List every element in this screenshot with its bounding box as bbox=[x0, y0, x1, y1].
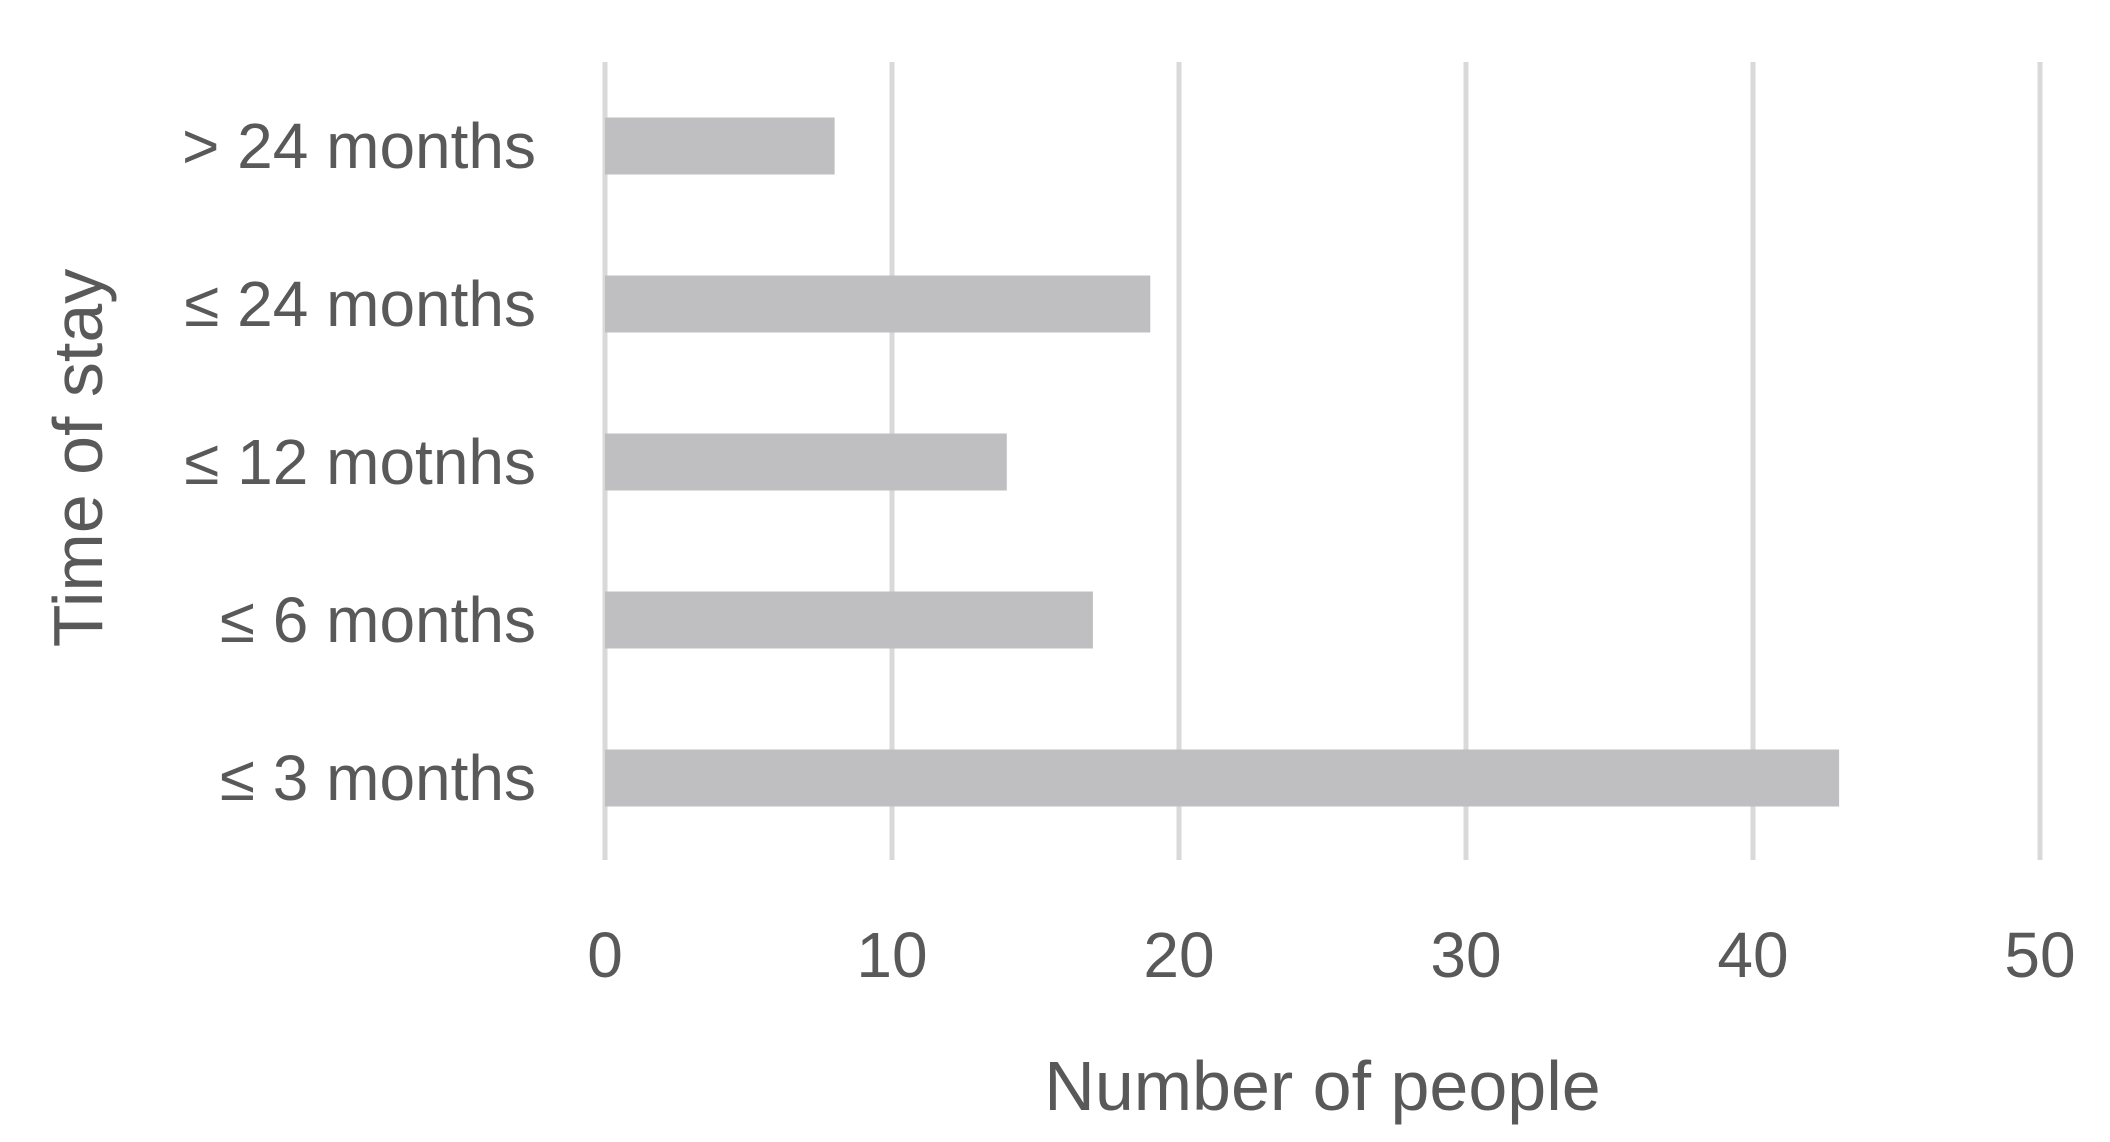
category-label: ≤ 6 months bbox=[220, 584, 536, 656]
category-label: > 24 months bbox=[182, 110, 536, 182]
gridlines bbox=[602, 62, 2043, 860]
category-labels: > 24 months ≤ 24 months ≤ 12 motnhs ≤ 6 mon… bbox=[182, 110, 536, 814]
x-tick-label: 50 bbox=[2004, 919, 2075, 991]
x-tick-label: 20 bbox=[1143, 919, 1214, 991]
category-label: ≤ 24 months bbox=[184, 268, 536, 340]
x-tick-label: 30 bbox=[1430, 919, 1501, 991]
x-tick-label: 10 bbox=[856, 919, 927, 991]
bar-4 bbox=[605, 749, 1840, 807]
bar-0 bbox=[605, 117, 835, 175]
x-tick-label: 0 bbox=[587, 919, 623, 991]
bar-2 bbox=[605, 433, 1007, 491]
bar-3 bbox=[605, 591, 1093, 649]
bar-1 bbox=[605, 275, 1151, 333]
category-label: ≤ 12 motnhs bbox=[184, 426, 536, 498]
x-tick-labels: 0 10 20 30 40 50 bbox=[587, 919, 2075, 991]
x-axis-title: Number of people bbox=[1044, 1047, 1600, 1125]
x-tick-label: 40 bbox=[1717, 919, 1788, 991]
y-axis-title: Time of stay bbox=[39, 269, 117, 648]
category-label: ≤ 3 months bbox=[220, 742, 536, 814]
bars bbox=[605, 117, 1840, 807]
